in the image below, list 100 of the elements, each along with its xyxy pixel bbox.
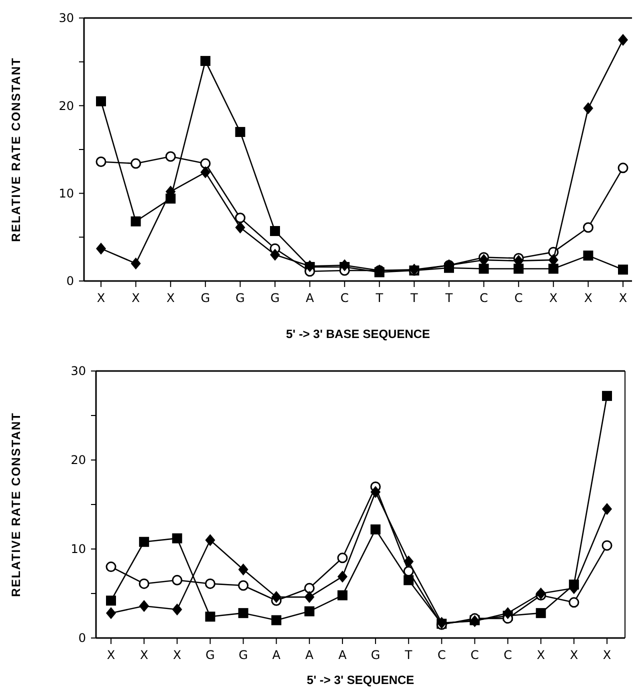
point <box>304 606 314 616</box>
point <box>602 390 612 401</box>
x-tick-label: C <box>514 291 523 305</box>
point <box>235 126 246 137</box>
point <box>536 608 546 618</box>
point <box>172 604 182 616</box>
point <box>130 158 142 169</box>
y-axis-title: RELATIVE RATE CONSTANT <box>9 412 23 597</box>
point <box>238 580 249 591</box>
x-tick-label: T <box>410 291 419 305</box>
y-tick-label: 20 <box>70 453 86 468</box>
x-tick-label: C <box>504 648 512 662</box>
point <box>96 156 106 168</box>
point <box>205 612 216 622</box>
point <box>403 566 414 576</box>
point <box>271 615 282 626</box>
point <box>337 552 348 564</box>
point <box>618 264 628 275</box>
point <box>130 257 141 270</box>
point <box>602 502 612 515</box>
x-axis-title: 5' -> 3' SEQUENCE <box>306 673 414 687</box>
point <box>139 600 150 612</box>
y-axis-title: RELATIVE RATE CONSTANT <box>9 57 23 242</box>
x-tick-label: X <box>602 648 612 662</box>
x-tick-label: X <box>173 648 182 662</box>
x-tick-label: X <box>618 291 628 305</box>
x-tick-label: A <box>305 648 314 662</box>
point <box>404 555 414 568</box>
point <box>106 607 116 620</box>
point <box>270 248 280 261</box>
x-tick-label: T <box>444 291 454 305</box>
x-tick-label: T <box>374 291 384 305</box>
point <box>165 151 176 162</box>
point <box>238 608 248 618</box>
point <box>96 96 106 106</box>
point <box>548 264 558 274</box>
point <box>234 212 246 224</box>
point <box>138 578 150 589</box>
point <box>106 562 116 572</box>
point <box>205 534 216 546</box>
x-tick-label: A <box>272 648 282 662</box>
x-tick-label: C <box>480 291 488 305</box>
point <box>172 533 182 544</box>
x-tick-label: G <box>238 648 248 662</box>
x-tick-label: X <box>570 648 578 662</box>
point <box>238 563 248 576</box>
x-axis-title: 5' -> 3' BASE SEQUENCE <box>286 327 430 341</box>
point <box>370 524 381 534</box>
point <box>235 222 246 234</box>
x-tick-label: C <box>340 291 349 305</box>
x-tick-label: G <box>270 291 280 305</box>
point <box>618 34 628 46</box>
point <box>96 242 106 255</box>
x-tick-label: G <box>236 291 245 305</box>
y-tick-label: 10 <box>70 542 86 556</box>
x-tick-label: A <box>306 291 315 305</box>
point <box>502 607 513 620</box>
x-tick-label: X <box>132 291 140 305</box>
point <box>583 250 594 261</box>
point <box>304 591 314 604</box>
x-tick-label: G <box>370 648 380 662</box>
point <box>200 166 210 178</box>
x-tick-label: T <box>404 648 413 662</box>
point <box>106 596 116 606</box>
y-tick-label: 10 <box>58 186 74 201</box>
point <box>478 264 489 274</box>
point <box>568 597 580 608</box>
point <box>370 486 381 498</box>
point <box>270 226 280 236</box>
point <box>582 222 594 233</box>
point <box>200 56 210 66</box>
point <box>304 582 315 594</box>
point <box>583 102 594 114</box>
point <box>172 574 182 586</box>
y-tick-label: 20 <box>58 98 74 113</box>
point <box>204 578 216 589</box>
point <box>337 570 348 583</box>
point <box>337 590 348 600</box>
point <box>271 591 282 604</box>
point <box>514 264 524 274</box>
x-tick-label: X <box>106 648 116 662</box>
x-tick-label: X <box>96 291 106 305</box>
x-tick-label: G <box>206 648 215 662</box>
x-tick-label: X <box>584 291 592 305</box>
y-tick-label: 30 <box>70 364 86 378</box>
point <box>618 162 628 174</box>
x-tick-label: C <box>470 648 479 662</box>
x-tick-label: X <box>140 648 148 662</box>
point <box>200 158 211 169</box>
y-tick-label: 0 <box>78 631 86 646</box>
x-tick-label: X <box>549 291 558 305</box>
x-tick-label: G <box>200 291 210 305</box>
x-tick-label: X <box>536 648 545 662</box>
x-tick-label: C <box>437 648 446 662</box>
point <box>602 540 612 551</box>
point <box>130 216 141 226</box>
x-tick-label: A <box>338 648 348 662</box>
y-tick-label: 0 <box>66 274 74 288</box>
point <box>139 536 150 547</box>
x-tick-label: X <box>166 291 175 305</box>
